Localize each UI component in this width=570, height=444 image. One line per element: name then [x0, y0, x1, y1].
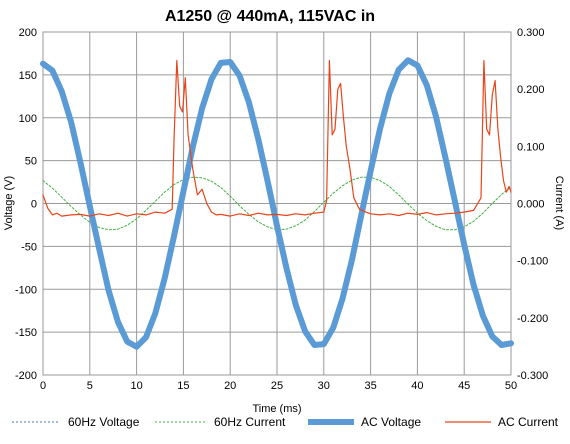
- y2-tick-label: -0.200: [517, 313, 548, 325]
- y2-tick-label: 0.100: [517, 141, 545, 153]
- y-tick-label: 150: [19, 70, 37, 82]
- x-axis-title: Time (ms): [252, 403, 301, 415]
- grid-layer: [43, 32, 511, 375]
- x-tick-label: 45: [458, 380, 470, 392]
- tick-layer: 0 5 10 15 20 25 30 35 40 45 50 200 150 100 50 0 -50 -100 -…: [15, 27, 548, 392]
- x-tick-label: 50: [505, 380, 517, 392]
- x-tick-label: 40: [411, 380, 423, 392]
- chart-title: A1250 @ 440mA, 115VAC in: [165, 8, 375, 25]
- legend-label-ac-voltage: AC Voltage: [361, 415, 421, 429]
- y-tick-label: -100: [15, 284, 37, 296]
- x-tick-label: 30: [318, 380, 330, 392]
- x-tick-label: 35: [364, 380, 376, 392]
- y-tick-label: 100: [19, 113, 37, 125]
- y-tick-label: 50: [25, 156, 37, 168]
- legend: 60Hz Voltage 60Hz Current AC Voltage AC Cur…: [12, 415, 559, 429]
- x-tick-label: 25: [271, 380, 283, 392]
- y-tick-label: -50: [21, 241, 37, 253]
- y-tick-label: 200: [19, 27, 37, 39]
- y-axis-title: Voltage (V): [3, 176, 15, 230]
- x-tick-label: 20: [224, 380, 236, 392]
- y2-tick-label: 0.300: [517, 27, 545, 39]
- legend-label-60hz-voltage: 60Hz Voltage: [68, 415, 140, 429]
- x-tick-label: 15: [177, 380, 189, 392]
- y2-tick-label: -0.300: [517, 370, 548, 382]
- y-tick-label: -150: [15, 327, 37, 339]
- y2-tick-label: -0.100: [517, 256, 548, 268]
- y2-tick-label: 0.000: [517, 199, 545, 211]
- y-tick-label: -200: [15, 370, 37, 382]
- y2-axis-title: Current (A): [553, 176, 565, 230]
- legend-label-60hz-current: 60Hz Current: [214, 415, 286, 429]
- legend-label-ac-current: AC Current: [498, 415, 559, 429]
- y2-tick-label: 0.200: [517, 84, 545, 96]
- y-tick-label: 0: [31, 199, 37, 211]
- x-tick-label: 10: [130, 380, 142, 392]
- x-tick-label: 5: [87, 380, 93, 392]
- x-tick-label: 0: [40, 380, 46, 392]
